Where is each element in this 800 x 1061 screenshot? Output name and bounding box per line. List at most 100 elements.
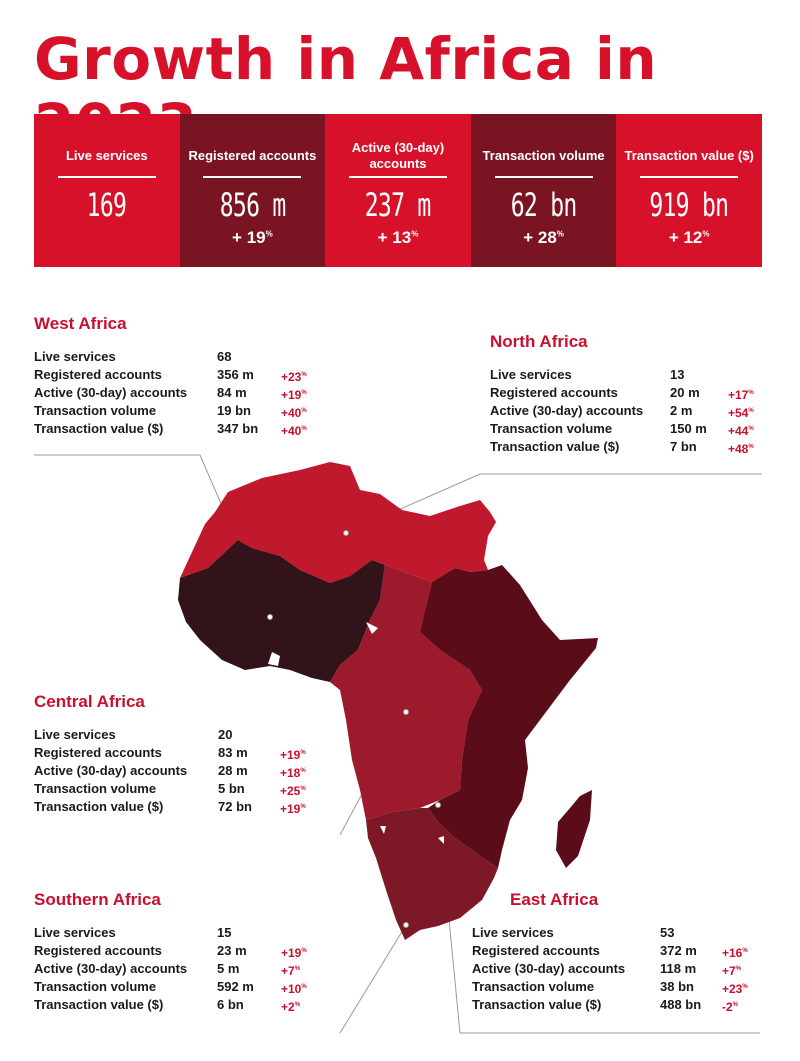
row-value: 356 m <box>217 367 254 382</box>
lake-shape <box>268 652 280 666</box>
row-change: +19% <box>281 946 307 960</box>
row-change: +54% <box>728 406 754 420</box>
lake-shape <box>380 826 386 834</box>
row-value: 20 <box>218 727 233 742</box>
row-label: Active (30-day) accounts <box>34 385 188 400</box>
map-region-east <box>420 565 598 868</box>
row-change: +19% <box>280 748 306 762</box>
marker-west <box>267 614 273 620</box>
table-row: Transaction volume 19 bn +40% <box>34 402 307 420</box>
table-row: Registered accounts 20 m +17% <box>490 384 754 402</box>
row-change: +18% <box>280 766 306 780</box>
stat-change: + 12% <box>668 227 710 247</box>
row-label: Transaction volume <box>34 403 157 418</box>
table-row: Live services 20 <box>34 726 306 744</box>
row-value: 72 bn <box>218 799 252 814</box>
map-region-north <box>180 462 496 583</box>
lake-shape <box>366 622 378 634</box>
row-value: 68 <box>217 349 232 364</box>
row-label: Live services <box>490 367 572 382</box>
row-value: 83 m <box>218 745 248 760</box>
row-value: 488 bn <box>660 997 702 1012</box>
table-row: Transaction value ($) 347 bn +40% <box>34 420 307 438</box>
marker-central <box>403 709 409 715</box>
row-change: +10% <box>281 982 307 996</box>
row-label: Transaction volume <box>490 421 613 436</box>
region-west: West Africa Live services 68 Registered a… <box>34 314 307 438</box>
map-region-madagascar <box>556 790 592 868</box>
row-label: Active (30-day) accounts <box>34 961 188 976</box>
table-row: Transaction value ($) 488 bn -2% <box>472 996 748 1014</box>
stat-change: + 19% <box>232 227 273 247</box>
row-label: Transaction volume <box>472 979 595 994</box>
stat-label: Registered accounts <box>188 148 317 163</box>
row-change: +23% <box>722 982 748 996</box>
row-change: -2% <box>722 1000 739 1014</box>
row-value: 7 bn <box>670 439 697 454</box>
table-row: Active (30-day) accounts 2 m +54% <box>490 402 754 420</box>
region-southern: Southern Africa Live services 15 Register… <box>34 890 307 1014</box>
row-value: 347 bn <box>217 421 259 436</box>
region-east: East Africa Live services 53 Registered a… <box>472 890 748 1014</box>
stat-label: Transaction volume <box>482 148 605 163</box>
stat-label: Live services <box>65 148 148 163</box>
region-title: Southern Africa <box>34 890 161 909</box>
stat-divider <box>203 176 302 178</box>
table-row: Live services 15 <box>34 924 307 942</box>
row-label: Transaction value ($) <box>34 421 164 436</box>
table-row: Live services 68 <box>34 348 307 366</box>
row-label: Transaction value ($) <box>490 439 620 454</box>
row-value: 592 m <box>217 979 254 994</box>
row-value: 13 <box>670 367 685 382</box>
headline-stats: Live services 169 % Registered accounts … <box>34 114 762 267</box>
row-change: +40% <box>281 406 307 420</box>
stat-value: 62 bn <box>510 185 577 224</box>
row-change: +16% <box>722 946 748 960</box>
row-label: Live services <box>34 349 116 364</box>
row-label: Registered accounts <box>34 367 162 382</box>
table-row: Transaction value ($) 6 bn +2% <box>34 996 307 1014</box>
row-label: Registered accounts <box>34 943 162 958</box>
row-value: 2 m <box>670 403 693 418</box>
row-label: Active (30-day) accounts <box>490 403 644 418</box>
region-title: West Africa <box>34 314 127 333</box>
row-label: Registered accounts <box>34 745 162 760</box>
marker-southern <box>403 922 409 928</box>
stat-change: + 28% <box>523 227 564 247</box>
table-row: Live services 53 <box>472 924 748 942</box>
row-value: 53 <box>660 925 675 940</box>
row-change: +19% <box>281 388 307 402</box>
row-label: Live services <box>34 925 116 940</box>
table-row: Active (30-day) accounts 5 m +7% <box>34 960 307 978</box>
row-value: 23 m <box>217 943 247 958</box>
row-label: Transaction value ($) <box>472 997 602 1012</box>
row-value: 150 m <box>670 421 707 436</box>
row-value: 20 m <box>670 385 700 400</box>
row-label: Transaction volume <box>34 781 157 796</box>
table-row: Transaction volume 38 bn +23% <box>472 978 748 996</box>
row-value: 15 <box>217 925 232 940</box>
table-row: Transaction value ($) 72 bn +19% <box>34 798 306 816</box>
marker-east <box>435 802 441 808</box>
row-value: 5 bn <box>218 781 245 796</box>
table-row: Registered accounts 83 m +19% <box>34 744 306 762</box>
table-row: Transaction volume 5 bn +25% <box>34 780 306 798</box>
table-row: Active (30-day) accounts 118 m +7% <box>472 960 748 978</box>
region-title: North Africa <box>490 332 588 351</box>
table-row: Transaction volume 592 m +10% <box>34 978 307 996</box>
row-label: Transaction value ($) <box>34 799 164 814</box>
row-change: +40% <box>281 424 307 438</box>
row-value: 372 m <box>660 943 697 958</box>
lake-shape <box>438 836 444 844</box>
map-region-southern <box>366 808 498 940</box>
row-change: +7% <box>281 964 301 978</box>
stat-divider <box>57 176 156 178</box>
stat-label: Active (30-day) accounts <box>351 140 445 171</box>
table-row: Transaction volume 150 m +44% <box>490 420 754 438</box>
stat-value: 237 m <box>365 185 431 224</box>
stat-divider <box>640 176 739 178</box>
stat-tile: Live services 169 % <box>34 114 180 267</box>
row-value: 6 bn <box>217 997 244 1012</box>
row-change: +44% <box>728 424 754 438</box>
